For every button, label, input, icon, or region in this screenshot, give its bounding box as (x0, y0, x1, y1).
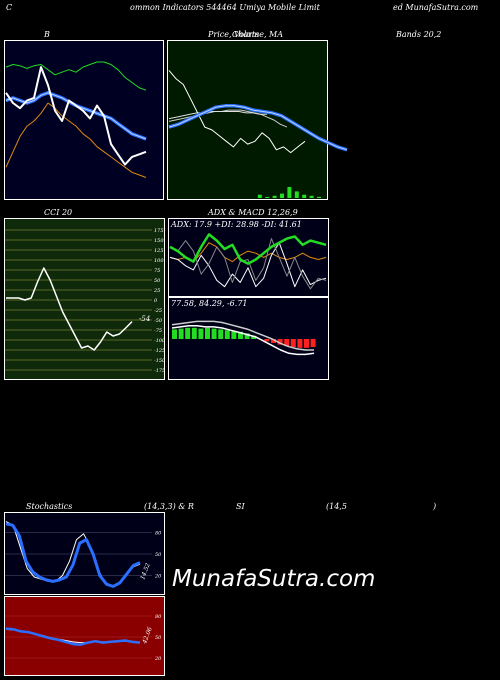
rsi-params-close: ) (433, 502, 437, 511)
ma-line-1 (168, 109, 288, 128)
bb-upper-band (5, 61, 147, 91)
macd-histogram-bar (290, 339, 296, 347)
macd-histogram-bar (238, 331, 243, 339)
macd-histogram-bar (178, 328, 184, 339)
volume-bar (265, 196, 270, 198)
macd-histogram-bar (185, 327, 191, 339)
cci-tick-label: 50 (154, 278, 161, 284)
macd-signal-line (171, 320, 314, 351)
rsi-tick-label: 20 (154, 656, 162, 662)
macd-values: 77.58, 84.29, -6.71 (171, 299, 248, 308)
stoch-title: Stochastics (26, 502, 73, 511)
rsi-tick-label: 80 (155, 614, 162, 620)
macd-histogram-bar (244, 333, 250, 339)
macd-histogram-bar (264, 339, 270, 342)
cci-tick-label: -100 (154, 338, 166, 344)
adx-title: ADX & MACD 12,26,9 (208, 208, 298, 217)
macd-histogram-bar (218, 329, 224, 339)
bollinger-chart (4, 40, 164, 200)
price-title: Price, Volume, MA (208, 30, 284, 39)
ma-line-2 (168, 111, 267, 120)
cci-tick-label: -25 (154, 308, 162, 314)
cci-tick-label: 25 (153, 288, 160, 294)
cci-value: -54 (139, 315, 150, 323)
cci-tick-label: -150 (154, 358, 166, 364)
plus-di-line (169, 242, 327, 288)
cci-tick-label: -50 (154, 318, 163, 324)
volume-bar (302, 194, 307, 198)
macd-histogram-bar (310, 339, 316, 347)
macd-chart: 77.58, 84.29, -6.71 (168, 297, 329, 380)
macd-histogram-bar (231, 331, 237, 339)
volume-bar (287, 187, 292, 198)
bb-title: B (44, 30, 50, 39)
macd-histogram-bar (224, 330, 230, 339)
macd-histogram-bar (297, 339, 303, 348)
macd-histogram-bar (284, 339, 290, 347)
price-line (168, 70, 306, 154)
rsi-params: (14,5 (326, 502, 347, 511)
macd-histogram-bar (198, 328, 204, 339)
price-volume-chart (167, 40, 348, 200)
macd-line (171, 325, 315, 356)
cci-tick-label: 150 (154, 238, 164, 244)
macd-histogram-bar (277, 339, 283, 345)
volume-bar (272, 195, 277, 198)
adx-green-line (169, 233, 327, 265)
volume-bar (317, 196, 321, 198)
stoch-tick-label: 20 (154, 574, 162, 580)
macd-histogram-bar (172, 329, 177, 339)
macd-histogram-bar (211, 328, 217, 339)
cci-tick-label: 75 (154, 268, 160, 274)
cci-tick-label: 0 (154, 298, 158, 304)
rsi-line (5, 627, 141, 646)
cci-chart: 175 150 125 100 75 50 25 0 -25 -50 -75 -100 -125 -150… (4, 218, 166, 380)
cci-tick-label: 175 (154, 228, 164, 234)
watermark: MunafaSutra.com (172, 566, 376, 592)
header-left: C (6, 3, 13, 12)
macd-histogram-bar (205, 327, 210, 339)
cci-tick-label: -125 (154, 348, 165, 354)
stoch-params: (14,3,3) & R (144, 502, 194, 511)
macd-histogram-bar (271, 339, 276, 343)
macd-histogram-bar (251, 335, 257, 339)
header-title: ommon Indicators 544464 Umiya Mobile Lim… (130, 3, 320, 12)
cci-tick-label: -175 (154, 368, 165, 374)
volume-bar (257, 194, 262, 198)
cci-tick-label: -75 (154, 328, 162, 334)
cci-line (6, 267, 133, 351)
cci-tick-label: 125 (154, 248, 164, 254)
header-site: ed MunafaSutra.com (393, 3, 479, 12)
ma-line-main-core (168, 105, 348, 151)
bands-title: Bands 20,2 (396, 30, 442, 39)
volume-bar (294, 191, 299, 198)
stoch-k-line (5, 522, 141, 588)
stoch-tick-label: 80 (155, 530, 162, 536)
rsi-title: SI (236, 502, 245, 511)
cci-title: CCI 20 (44, 208, 73, 217)
bb-price-line (5, 66, 147, 166)
bb-lower-band (5, 102, 147, 178)
stoch-tick-label: 50 (155, 552, 162, 558)
price-title-overlap: Charts (232, 30, 260, 39)
adx-chart: ADX: 17.9 +DI: 28.98 -DI: 41.61 (168, 218, 329, 297)
volume-bar (309, 195, 314, 198)
macd-histogram-bar (304, 339, 309, 348)
adx-values: ADX: 17.9 +DI: 28.98 -DI: 41.61 (170, 220, 302, 229)
volume-bar (280, 193, 284, 198)
cci-tick-label: 100 (154, 258, 164, 264)
rsi-tick-label: 50 (155, 635, 162, 641)
macd-histogram-bar (191, 327, 197, 339)
